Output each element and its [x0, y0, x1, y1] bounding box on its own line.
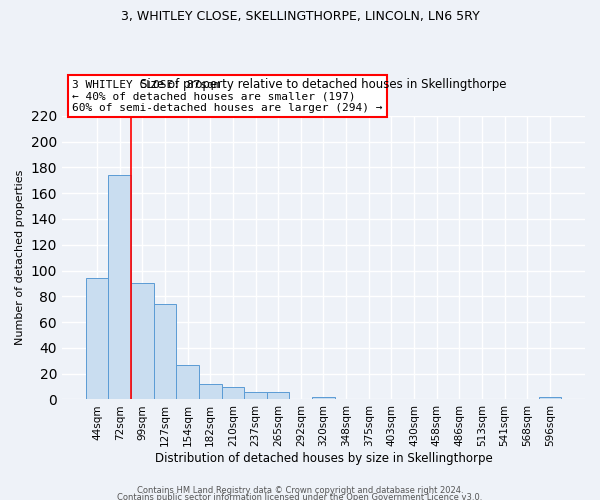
Bar	[86, 278, 109, 400]
Bar	[221, 386, 244, 400]
Bar	[131, 284, 154, 400]
Bar	[109, 175, 131, 400]
Text: 3 WHITLEY CLOSE: 87sqm
← 40% of detached houses are smaller (197)
60% of semi-de: 3 WHITLEY CLOSE: 87sqm ← 40% of detached…	[73, 80, 383, 113]
Text: Contains public sector information licensed under the Open Government Licence v3: Contains public sector information licen…	[118, 494, 482, 500]
Bar	[267, 392, 289, 400]
Bar	[199, 384, 221, 400]
X-axis label: Distribution of detached houses by size in Skellingthorpe: Distribution of detached houses by size …	[155, 452, 493, 465]
Bar	[244, 392, 267, 400]
Bar	[176, 364, 199, 400]
Bar	[539, 397, 561, 400]
Text: Contains HM Land Registry data © Crown copyright and database right 2024.: Contains HM Land Registry data © Crown c…	[137, 486, 463, 495]
Text: 3, WHITLEY CLOSE, SKELLINGTHORPE, LINCOLN, LN6 5RY: 3, WHITLEY CLOSE, SKELLINGTHORPE, LINCOL…	[121, 10, 479, 23]
Bar	[312, 397, 335, 400]
Bar	[154, 304, 176, 400]
Y-axis label: Number of detached properties: Number of detached properties	[15, 170, 25, 346]
Title: Size of property relative to detached houses in Skellingthorpe: Size of property relative to detached ho…	[140, 78, 507, 91]
